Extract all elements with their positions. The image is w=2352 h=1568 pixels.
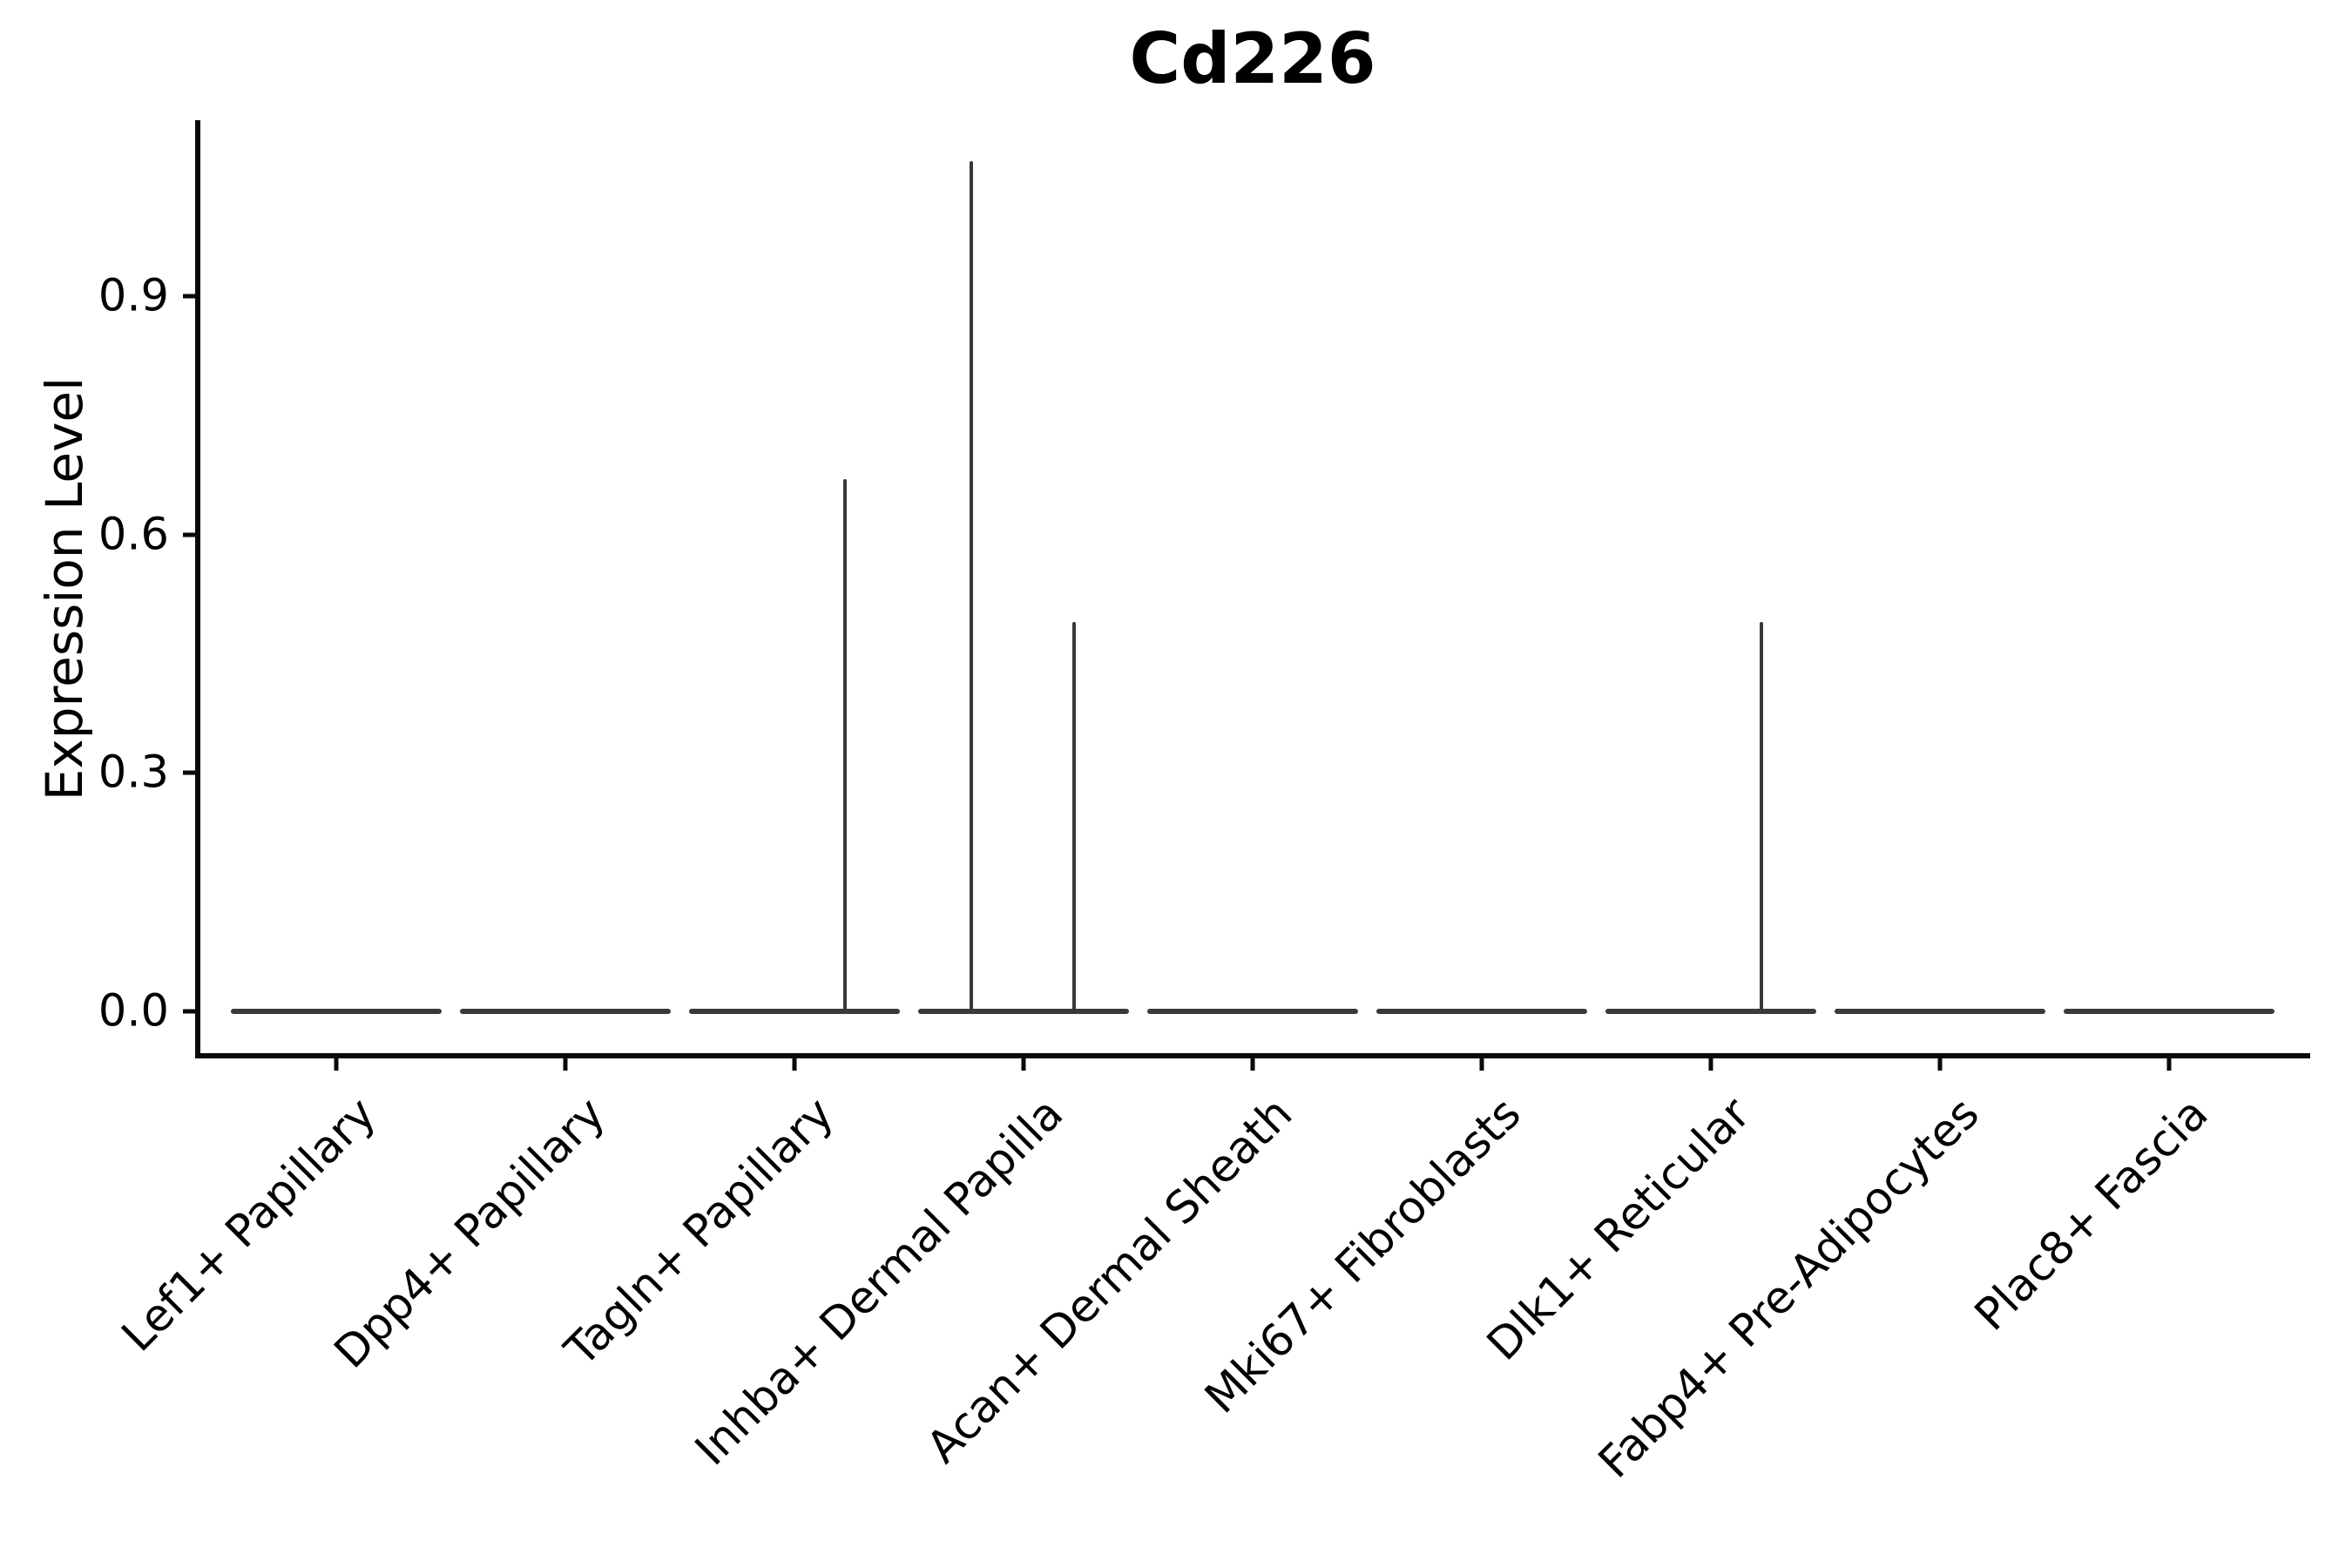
x-tick-label: Fabp4+ Pre-Adipocytes <box>1589 1088 1990 1489</box>
y-tick-label: 0.9 <box>98 270 169 322</box>
y-tick <box>183 1009 196 1014</box>
x-tick <box>2166 1058 2172 1071</box>
expression-spike <box>1071 622 1076 1011</box>
violin-baseline <box>918 1009 1129 1014</box>
x-tick-label: Lef1+ Papillary <box>112 1088 386 1362</box>
y-tick <box>183 532 196 537</box>
y-tick <box>183 770 196 775</box>
violin-baseline <box>460 1009 671 1014</box>
plot-title: Cd226 <box>1129 18 1376 99</box>
y-tick <box>183 294 196 299</box>
x-tick-label: Inhba+ Dermal Papilla <box>686 1088 1073 1477</box>
x-tick <box>563 1058 568 1071</box>
x-tick <box>1250 1058 1255 1071</box>
y-tick-label: 0.3 <box>98 747 169 799</box>
x-tick-label: Plac8+ Fascia <box>1965 1088 2219 1342</box>
violin-baseline <box>2064 1009 2274 1014</box>
x-tick <box>792 1058 797 1071</box>
x-tick <box>1479 1058 1484 1071</box>
y-tick-label: 0.6 <box>98 509 169 561</box>
violin-baseline <box>1605 1009 1816 1014</box>
violin-baseline <box>1376 1009 1587 1014</box>
expression-spike <box>1759 622 1763 1011</box>
violin-baseline <box>1835 1009 2045 1014</box>
y-axis-label: Expression Level <box>35 376 94 801</box>
x-tick <box>1021 1058 1026 1071</box>
x-axis-spine <box>195 1053 2310 1058</box>
expression-spike <box>969 161 973 1011</box>
y-axis-spine <box>195 120 200 1058</box>
y-tick-label: 0.0 <box>98 985 169 1037</box>
x-tick <box>1708 1058 1713 1071</box>
violin-baseline <box>1147 1009 1358 1014</box>
x-tick <box>334 1058 339 1071</box>
x-tick <box>1937 1058 1943 1071</box>
violin-baseline <box>689 1009 900 1014</box>
expression-spike <box>842 478 847 1011</box>
violin-baseline <box>231 1009 442 1014</box>
